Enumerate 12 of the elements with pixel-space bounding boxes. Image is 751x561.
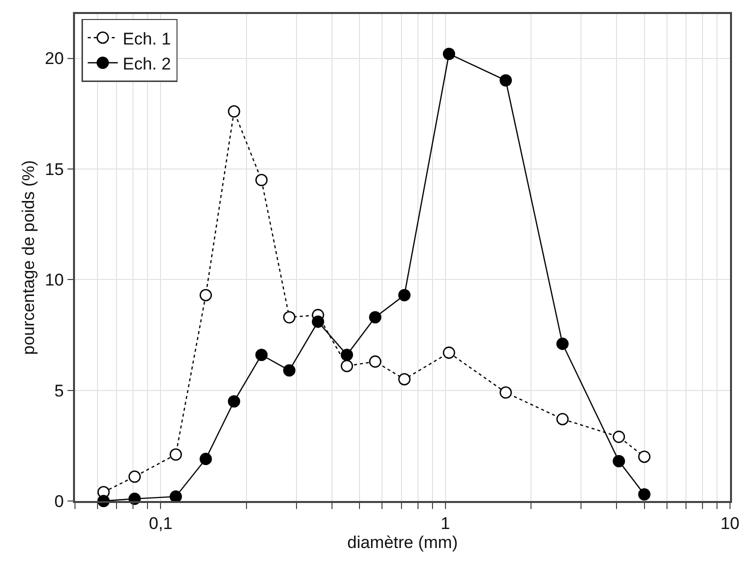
x-tick-label: 1 [440, 514, 450, 534]
y-tick-label: 20 [44, 49, 64, 68]
legend-label: Ech. 2 [122, 54, 171, 74]
y-axis-title: pourcentage de poids (%) [18, 160, 38, 355]
y-tick-label: 15 [44, 160, 64, 179]
y-tick-label: 0 [54, 492, 64, 511]
x-axis-title: diamètre (mm) [347, 533, 458, 552]
x-tick-label: 0,1 [148, 514, 173, 534]
legend-label: Ech. 1 [122, 29, 171, 48]
y-tick-label: 5 [54, 381, 64, 400]
x-tick-label: 10 [720, 514, 740, 534]
y-tick-label: 10 [44, 270, 64, 290]
